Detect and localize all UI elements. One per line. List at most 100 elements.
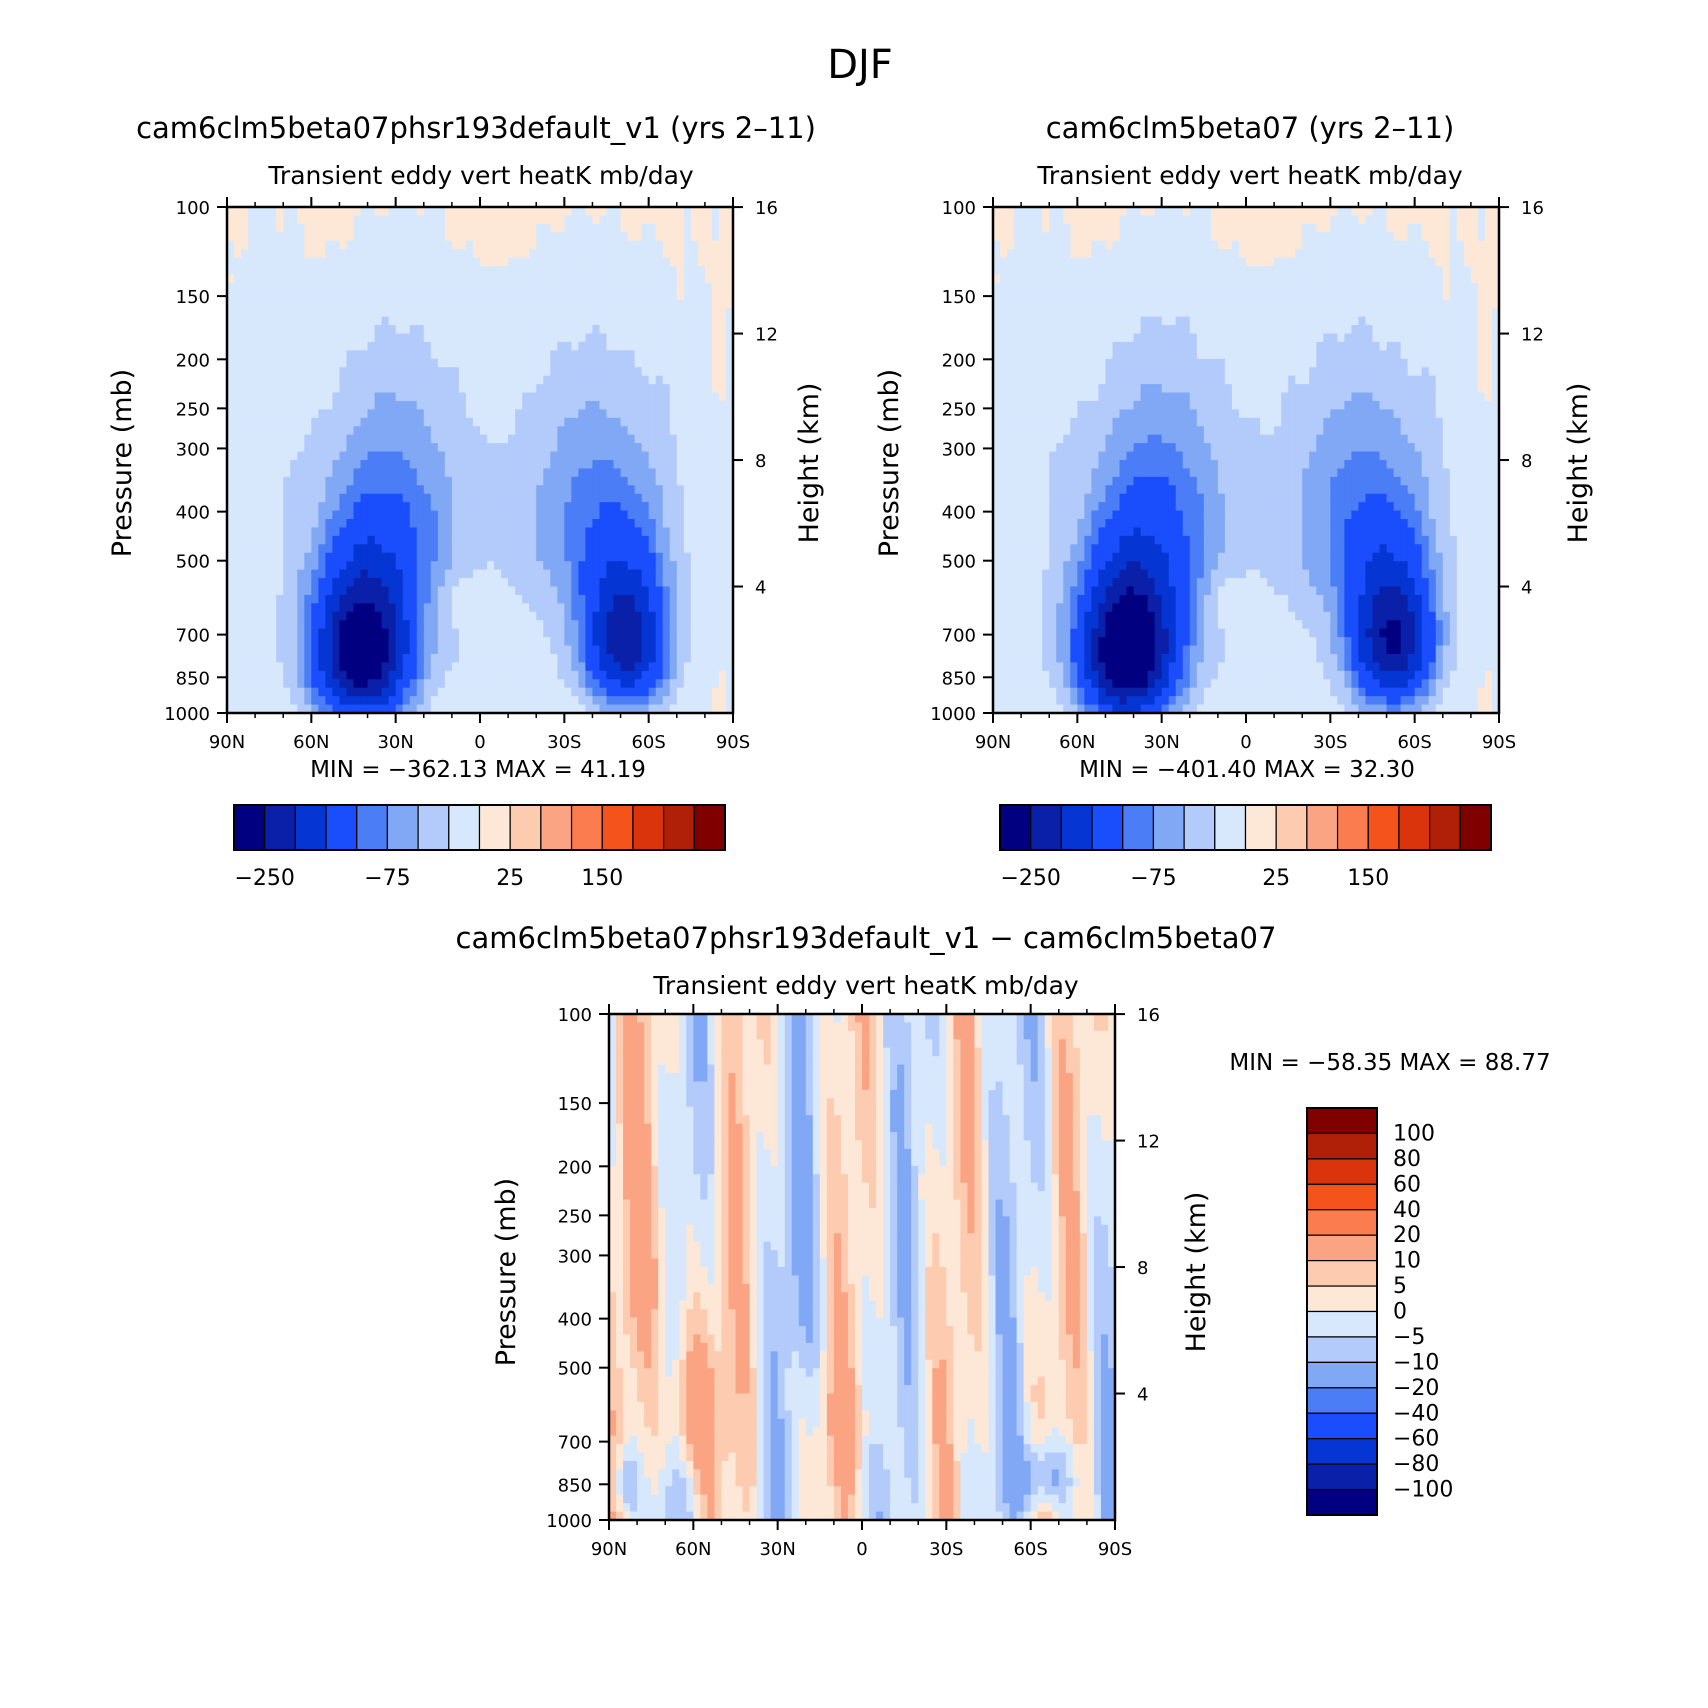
contour-cell	[550, 333, 558, 343]
contour-cell	[325, 510, 334, 520]
contour-cell	[472, 417, 481, 427]
contour-cell	[655, 291, 664, 301]
contour-cell	[472, 670, 481, 680]
contour-cell	[255, 645, 263, 655]
contour-cell	[529, 476, 537, 486]
contour-cell	[346, 510, 355, 520]
contour-cell	[1351, 257, 1360, 267]
contour-cell	[402, 502, 411, 512]
contour-cell	[325, 493, 334, 503]
contour-cell	[1231, 232, 1240, 242]
contour-cell	[409, 628, 418, 638]
contour-cell	[529, 350, 537, 360]
contour-cell	[655, 215, 664, 225]
contour-cell	[409, 358, 418, 368]
contour-cell	[360, 443, 369, 453]
contour-cell	[697, 341, 706, 351]
contour-cell	[346, 628, 355, 638]
contour-cell	[648, 502, 657, 512]
contour-cell	[381, 502, 390, 512]
contour-cell	[620, 696, 629, 706]
contour-cell	[381, 223, 390, 233]
contour-cell	[1428, 223, 1437, 233]
contour-cell	[725, 502, 734, 512]
contour-cell	[262, 350, 270, 360]
contour-cell	[409, 308, 418, 318]
contour-cell	[599, 510, 608, 520]
contour-cell	[536, 628, 544, 638]
contour-cell	[487, 291, 495, 301]
contour-cell	[472, 535, 481, 545]
contour-cell	[494, 485, 502, 495]
contour-cell	[641, 468, 650, 478]
contour-cell	[725, 628, 734, 638]
contour-cell	[1295, 266, 1303, 276]
contour-cell	[571, 510, 579, 520]
contour-cell	[725, 519, 734, 529]
contour-cell	[283, 232, 291, 242]
contour-cell	[690, 207, 699, 217]
contour-cell	[494, 266, 502, 276]
contour-cell	[248, 325, 256, 335]
contour-cell	[676, 679, 685, 689]
contour-cell	[234, 578, 242, 588]
contour-cell	[241, 358, 249, 368]
contour-cell	[423, 527, 432, 537]
contour-cell	[283, 409, 291, 419]
contour-cell	[346, 603, 355, 613]
contour-cell	[311, 628, 319, 638]
contour-cell	[297, 485, 305, 495]
contour-cell	[557, 603, 565, 613]
contour-cell	[353, 325, 362, 335]
contour-cell	[465, 417, 474, 427]
contour-cell	[620, 662, 629, 672]
contour-cell	[346, 434, 355, 444]
contour-cell	[690, 645, 699, 655]
contour-cell	[683, 384, 692, 394]
contour-cell	[585, 392, 594, 402]
contour-cell	[655, 611, 664, 621]
contour-cell	[1140, 249, 1149, 259]
contour-cell	[543, 704, 551, 714]
contour-cell	[1224, 257, 1233, 267]
contour-cell	[234, 232, 242, 242]
contour-cell	[416, 493, 425, 503]
contour-cell	[606, 637, 615, 647]
contour-cell	[437, 603, 446, 613]
contour-cell	[697, 502, 706, 512]
contour-cell	[683, 308, 692, 318]
contour-cell	[585, 375, 594, 385]
contour-cell	[480, 400, 488, 410]
contour-cell	[269, 232, 277, 242]
contour-cell	[339, 460, 348, 470]
contour-cell	[571, 409, 579, 419]
contour-cell	[480, 308, 488, 318]
contour-cell	[1337, 266, 1345, 276]
contour-cell	[395, 308, 404, 318]
contour-cell	[339, 653, 348, 663]
contour-cell	[409, 341, 418, 351]
contour-cell	[704, 544, 713, 554]
contour-cell	[697, 392, 706, 402]
contour-cell	[472, 232, 481, 242]
contour-cell	[262, 249, 270, 259]
contour-cell	[634, 367, 643, 377]
contour-cell	[1393, 257, 1402, 267]
contour-cell	[522, 325, 530, 335]
contour-cell	[444, 291, 453, 301]
contour-cell	[669, 578, 678, 588]
contour-cell	[704, 257, 713, 267]
contour-cell	[276, 443, 284, 453]
contour-cell	[304, 704, 312, 714]
contour-cell	[627, 645, 636, 655]
contour-cell	[1112, 249, 1121, 259]
contour-cell	[367, 400, 376, 410]
contour-cell	[283, 207, 291, 217]
contour-cell	[627, 569, 636, 579]
contour-cell	[1358, 207, 1367, 217]
contour-cell	[290, 662, 298, 672]
contour-cell	[1154, 240, 1163, 250]
contour-cell	[430, 400, 439, 410]
contour-cell	[1175, 232, 1184, 242]
contour-cell	[522, 687, 530, 697]
